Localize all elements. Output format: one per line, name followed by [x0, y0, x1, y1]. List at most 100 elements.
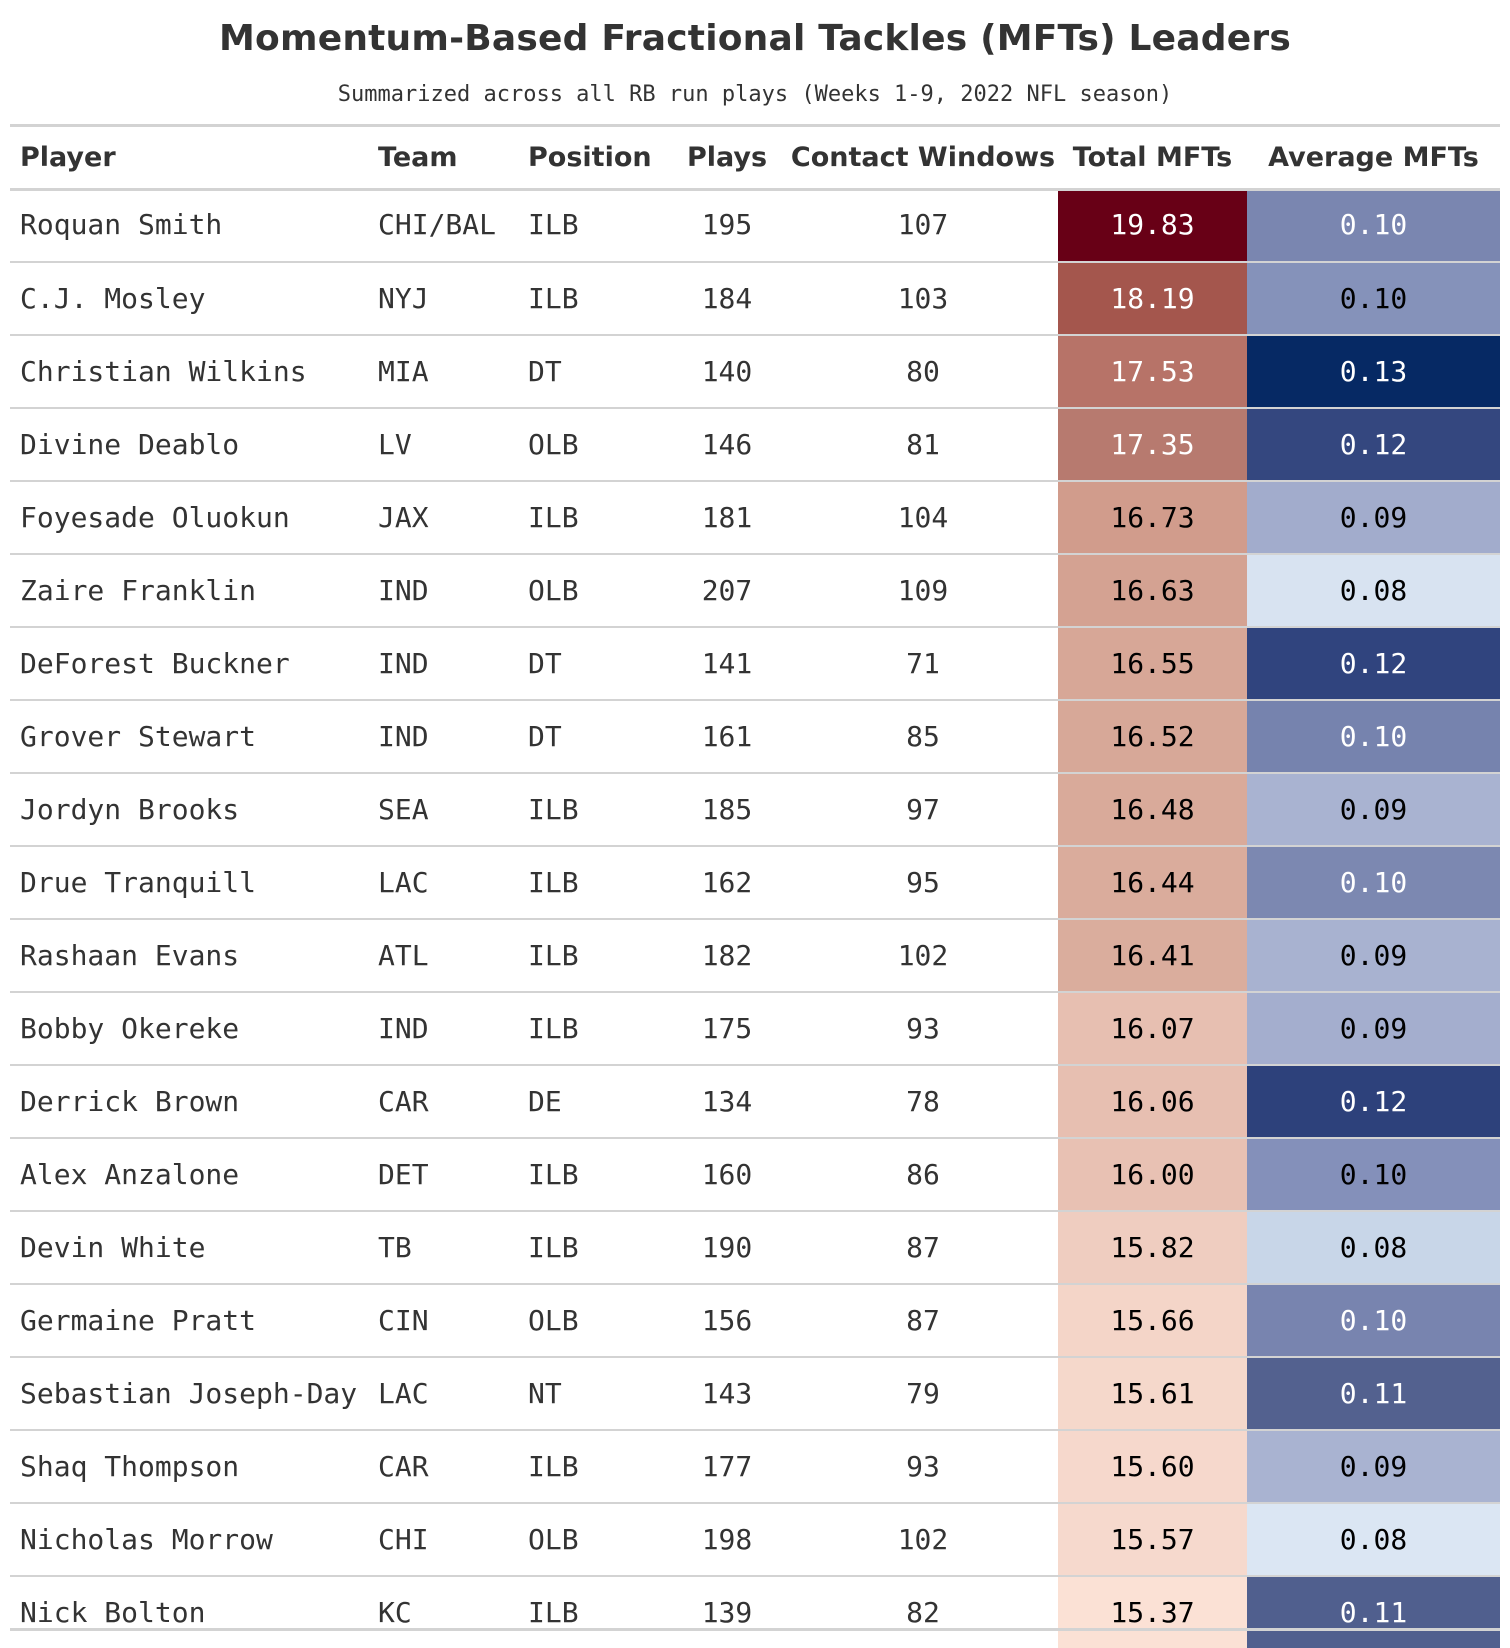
- table-row: Zaire Franklin IND OLB 207 109 16.63 0.08: [10, 553, 1500, 627]
- player-cell: Germaine Pratt: [10, 1283, 368, 1357]
- player-cell: Sebastian Joseph-Day: [10, 1356, 368, 1430]
- team-cell: IND: [368, 991, 518, 1065]
- position-cell: ILB: [528, 208, 579, 241]
- average-mfts-cell: 0.12: [1247, 626, 1500, 700]
- plays-cell: 184: [666, 261, 788, 335]
- team-cell: ATL: [368, 918, 518, 992]
- player-cell: Christian Wilkins: [10, 334, 368, 408]
- average-mfts-cell: 0.12: [1247, 1064, 1500, 1138]
- position-cell: ILB: [518, 991, 666, 1065]
- total-mfts-cell: 15.37: [1058, 1575, 1247, 1648]
- contact-windows-cell: 85: [788, 699, 1058, 773]
- plays-cell: 198: [666, 1502, 788, 1576]
- contact-windows-cell: 95: [788, 845, 1058, 919]
- contact-windows-cell: 93: [788, 1429, 1058, 1503]
- total-mfts-cell: 19.83: [1058, 188, 1247, 262]
- average-mfts-cell: 0.10: [1247, 845, 1500, 919]
- position-cell: OLB: [518, 553, 666, 627]
- table-header: Player Team Position Plays Contact Windo…: [10, 127, 1500, 188]
- player-cell: Bobby Okereke: [10, 991, 368, 1065]
- position-cell: ILB: [518, 480, 666, 554]
- table-row: Divine Deablo LV OLB 146 81 17.35 0.12: [10, 407, 1500, 481]
- average-mfts-cell: 0.10: [1247, 261, 1500, 335]
- average-mfts-cell: 0.09: [1247, 1429, 1500, 1503]
- total-mfts-cell: 16.07: [1058, 991, 1247, 1065]
- position-cell: OLB: [518, 407, 666, 481]
- player-cell: Drue Tranquill: [10, 845, 368, 919]
- plays-cell: 177: [666, 1429, 788, 1503]
- player-cell: Nick Bolton: [10, 1575, 368, 1648]
- total-mfts-cell: 16.55: [1058, 626, 1247, 700]
- position-cell: ILB: [518, 1575, 666, 1648]
- player-cell: Roquan Smith: [20, 208, 223, 241]
- total-mfts-cell: 16.00: [1058, 1137, 1247, 1211]
- table-row: Roquan Smith CHI/BAL ILB 195 107 19.83 0.10: [10, 188, 1500, 262]
- leaders-table: Player Team Position Plays Contact Windo…: [10, 127, 1500, 1648]
- plays-cell: 175: [666, 991, 788, 1065]
- average-mfts-cell: 0.08: [1247, 553, 1500, 627]
- total-mfts-cell: 16.52: [1058, 699, 1247, 773]
- position-cell: DE: [518, 1064, 666, 1138]
- position-cell: ILB: [518, 1429, 666, 1503]
- total-mfts-cell: 17.53: [1058, 334, 1247, 408]
- team-cell: CIN: [368, 1283, 518, 1357]
- plays-cell: 141: [666, 626, 788, 700]
- position-cell: ILB: [518, 1210, 666, 1284]
- plays-cell: 207: [666, 553, 788, 627]
- total-mfts-cell: 18.19: [1058, 261, 1247, 335]
- total-mfts-cell: 15.57: [1058, 1502, 1247, 1576]
- team-cell: IND: [368, 553, 518, 627]
- table-row: Drue Tranquill LAC ILB 162 95 16.44 0.10: [10, 845, 1500, 919]
- contact-windows-cell: 102: [788, 1502, 1058, 1576]
- column-header-team: Team: [378, 142, 458, 173]
- contact-windows-cell: 107: [897, 208, 949, 241]
- contact-windows-cell: 93: [788, 991, 1058, 1065]
- average-mfts-cell: 0.10: [1247, 699, 1500, 773]
- header-row: Player Team Position Plays Contact Windo…: [10, 127, 1500, 188]
- team-cell: CAR: [368, 1429, 518, 1503]
- average-mfts-cell: 0.10: [1247, 1137, 1500, 1211]
- team-cell: CHI: [368, 1502, 518, 1576]
- player-cell: Shaq Thompson: [10, 1429, 368, 1503]
- total-mfts-cell: 15.61: [1058, 1356, 1247, 1430]
- total-mfts-cell: 15.82: [1058, 1210, 1247, 1284]
- contact-windows-cell: 71: [788, 626, 1058, 700]
- contact-windows-cell: 104: [788, 480, 1058, 554]
- average-mfts-cell: 0.09: [1247, 918, 1500, 992]
- position-cell: DT: [518, 626, 666, 700]
- table-row: DeForest Buckner IND DT 141 71 16.55 0.12: [10, 626, 1500, 700]
- position-cell: ILB: [518, 772, 666, 846]
- plays-cell: 156: [666, 1283, 788, 1357]
- table-row: Devin White TB ILB 190 87 15.82 0.08: [10, 1210, 1500, 1284]
- player-cell: Divine Deablo: [10, 407, 368, 481]
- table-row: Derrick Brown CAR DE 134 78 16.06 0.12: [10, 1064, 1500, 1138]
- average-mfts-cell: 0.09: [1247, 991, 1500, 1065]
- column-header-player: Player: [20, 142, 116, 173]
- column-header-plays: Plays: [686, 142, 768, 173]
- contact-windows-cell: 103: [788, 261, 1058, 335]
- table-row: C.J. Mosley NYJ ILB 184 103 18.19 0.10: [10, 261, 1500, 335]
- plays-cell: 146: [666, 407, 788, 481]
- table-row: Grover Stewart IND DT 161 85 16.52 0.10: [10, 699, 1500, 773]
- table-title: Momentum-Based Fractional Tackles (MFTs)…: [219, 18, 1291, 59]
- total-mfts-cell: 16.73: [1058, 480, 1247, 554]
- player-cell: Rashaan Evans: [10, 918, 368, 992]
- total-mfts-cell: 16.63: [1058, 553, 1247, 627]
- team-cell: TB: [368, 1210, 518, 1284]
- team-cell: IND: [368, 699, 518, 773]
- plays-cell: 160: [666, 1137, 788, 1211]
- table-row: Jordyn Brooks SEA ILB 185 97 16.48 0.09: [10, 772, 1500, 846]
- team-cell: MIA: [368, 334, 518, 408]
- column-header-average-mfts: Average MFTs: [1268, 142, 1479, 173]
- contact-windows-cell: 80: [788, 334, 1058, 408]
- plays-cell: 190: [666, 1210, 788, 1284]
- position-cell: DT: [518, 334, 666, 408]
- player-cell: Alex Anzalone: [10, 1137, 368, 1211]
- contact-windows-cell: 78: [788, 1064, 1058, 1138]
- player-cell: Nicholas Morrow: [10, 1502, 368, 1576]
- position-cell: DT: [518, 699, 666, 773]
- table-row: Bobby Okereke IND ILB 175 93 16.07 0.09: [10, 991, 1500, 1065]
- average-mfts-cell: 0.11: [1247, 1356, 1500, 1430]
- team-cell: CAR: [368, 1064, 518, 1138]
